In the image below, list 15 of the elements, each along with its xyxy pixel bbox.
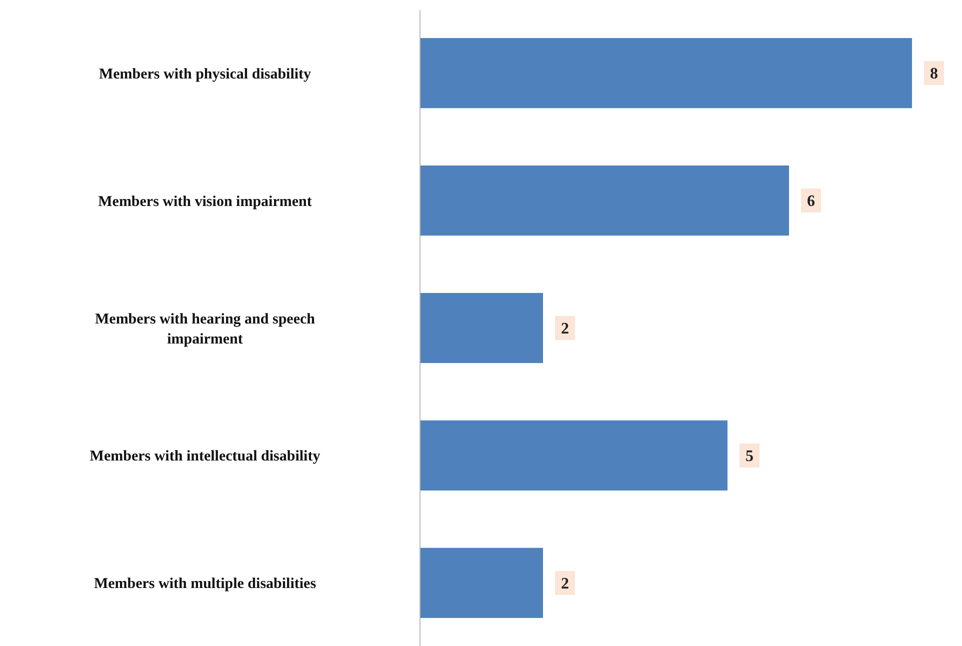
data-label: 8 xyxy=(930,66,938,83)
bar xyxy=(420,548,543,618)
data-label: 6 xyxy=(807,193,815,210)
data-label: 5 xyxy=(746,448,754,466)
y-tick-label: Members with intellectual disability xyxy=(90,448,321,465)
bar xyxy=(420,292,543,364)
bar xyxy=(420,38,912,108)
y-tick-label: Members with physical disability xyxy=(98,66,312,82)
y-tick-label: Members with vision impairment xyxy=(98,194,312,210)
bar xyxy=(420,420,728,491)
data-label: 2 xyxy=(561,576,569,593)
y-tick-label: Members with hearing and speech impairment xyxy=(95,311,316,348)
data-label: 2 xyxy=(561,320,569,338)
y-tick-label: Members with multiple disabilities xyxy=(94,576,316,592)
bar xyxy=(420,165,789,236)
